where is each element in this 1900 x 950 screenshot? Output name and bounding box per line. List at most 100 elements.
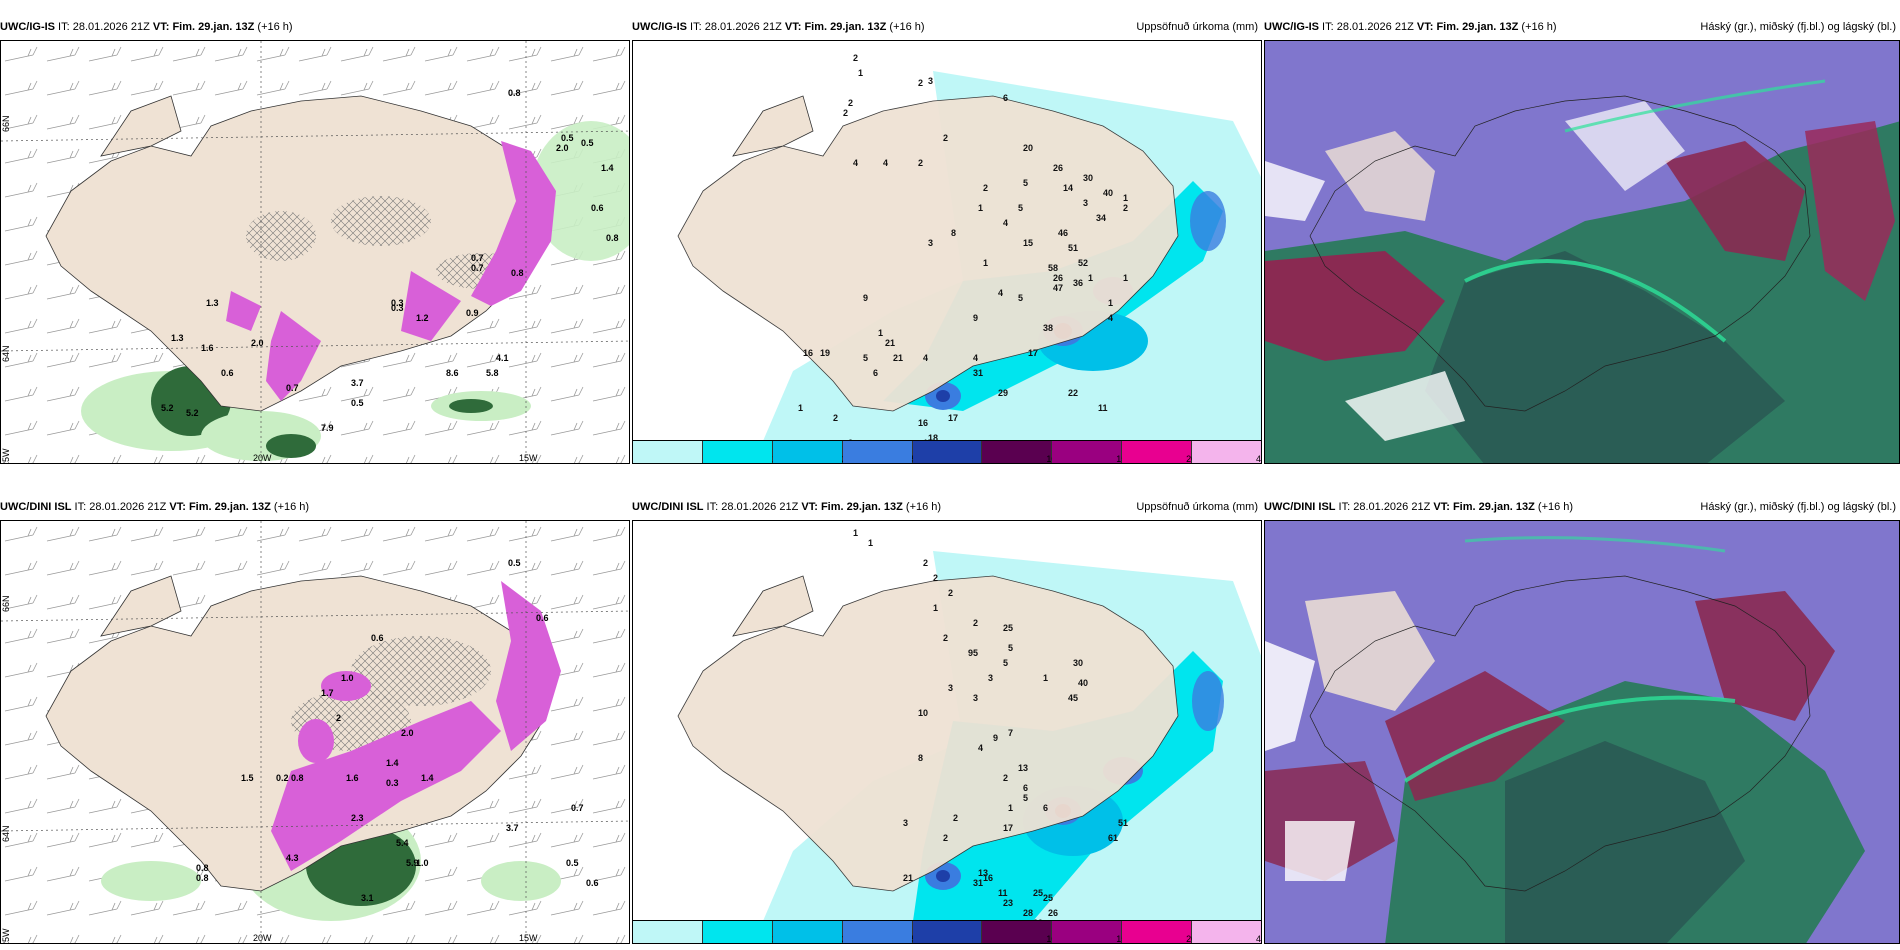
valid-time: Fim. 29.jan. 13Z [172, 21, 255, 33]
value-label: 21 [903, 873, 913, 883]
value-label: 2 [1003, 773, 1008, 783]
value-label: 5 [1023, 793, 1028, 803]
lead-time: (+16 h) [905, 501, 942, 513]
value-label: 36 [1073, 278, 1083, 288]
value-label: 5 [973, 648, 978, 658]
value-label: 2 [848, 438, 853, 441]
map-frame[interactable]: 66N 64N 25W 20W 15W 0.8 0.5 0.6 0.8 1.4 2.0 0.… [0, 40, 630, 464]
precip-panel: UWC/DINI ISL IT: 28.01.2026 21Z VT: Fim.… [632, 494, 1262, 944]
value-label: 7.9 [321, 423, 334, 433]
value-label: 5.8 [486, 368, 499, 378]
value-label: 2 [853, 53, 858, 63]
value-label: 0.7 [286, 383, 299, 393]
value-label: 1.6 [201, 343, 214, 353]
value-label: 0.3 [386, 778, 399, 788]
value-label: 1 [1088, 273, 1093, 283]
value-label: 2 [953, 813, 958, 823]
colorbar-segment: 1 [633, 921, 712, 943]
value-label: 1 [1123, 193, 1128, 203]
value-label: 0.5 [566, 858, 579, 868]
precip-panel: UWC/IG-IS IT: 28.01.2026 21Z VT: Fim. 29… [632, 14, 1262, 464]
colorbar-segment: 75 [912, 441, 991, 463]
model-name: UWC/IG-IS [632, 21, 687, 33]
value-label: 3 [928, 238, 933, 248]
map-frame[interactable] [1264, 520, 1900, 944]
value-label: 4.1 [496, 353, 509, 363]
value-label: 22 [1068, 388, 1078, 398]
value-label: 9 [973, 313, 978, 323]
value-label: 30 [1073, 658, 1083, 668]
init-time: 28.01.2026 21Z [72, 21, 150, 33]
valid-time: Fim. 29.jan. 13Z [820, 501, 903, 513]
value-label: 0.8 [606, 233, 619, 243]
lon-label-15w: 15W [519, 453, 538, 463]
value-label: 3 [988, 673, 993, 683]
value-label: 1 [858, 68, 863, 78]
colorbar-segment: 75 [912, 921, 991, 943]
value-label: 51 [1118, 818, 1128, 828]
value-label: 2 [943, 633, 948, 643]
value-label: 2 [843, 108, 848, 118]
value-label: 14 [1063, 183, 1073, 193]
cloud-title: Háský (gr.), miðský (fj.bl.) og lágský (… [1700, 21, 1896, 33]
map-frame[interactable]: 2112221229255355304045331084921713665123… [632, 520, 1262, 944]
cloud-map [1265, 41, 1899, 463]
value-label: 4 [883, 158, 888, 168]
value-label: 34 [1096, 213, 1106, 223]
value-label: 1 [978, 203, 983, 213]
cloud-title: Háský (gr.), miðský (fj.bl.) og lágský (… [1700, 501, 1896, 513]
value-label: 1 [1108, 298, 1113, 308]
value-label: 2 [943, 833, 948, 843]
wind-precip-panel: UWC/DINI ISL IT: 28.01.2026 21Z VT: Fim.… [0, 494, 630, 944]
wind-map: 66N 64N 25W 20W 15W 0.80.50.60.81.42.00.… [1, 41, 629, 463]
panel-header: UWC/IG-IS IT: 28.01.2026 21Z VT: Fim. 29… [1264, 14, 1900, 40]
panel-header: UWC/IG-IS IT: 28.01.2026 21Z VT: Fim. 29… [0, 21, 293, 33]
value-label: 3 [948, 683, 953, 693]
value-label: 6 [873, 368, 878, 378]
value-label: 2 [918, 78, 923, 88]
value-label: 5.2 [161, 403, 174, 413]
iceland-outline [677, 575, 1179, 892]
value-label: 47 [1053, 283, 1063, 293]
model-name: UWC/IG-IS [1264, 21, 1319, 33]
value-label: 5.9 [406, 858, 419, 868]
value-label: 0.5 [581, 138, 594, 148]
value-label: 0.7 [471, 253, 484, 263]
value-label: 31 [973, 878, 983, 888]
colorbar-tick: 400 [1255, 934, 1261, 944]
value-label: 2.3 [351, 813, 364, 823]
iceland-outline [677, 95, 1179, 412]
map-frame[interactable] [1264, 40, 1900, 464]
value-label: 17 [1028, 348, 1038, 358]
value-label: 10 [918, 708, 928, 718]
value-label: 2 [918, 158, 923, 168]
value-label: 2 [923, 558, 928, 568]
init-time: 28.01.2026 21Z [721, 501, 799, 513]
precip-title: Uppsöfnuð úrkoma (mm) [1136, 21, 1258, 33]
value-label: 2 [948, 588, 953, 598]
colorbar-segment: 150 [1052, 441, 1131, 463]
value-label: 3.7 [351, 378, 364, 388]
cloud-map [1265, 521, 1899, 943]
value-label: 8 [951, 228, 956, 238]
value-label: 4 [973, 353, 978, 363]
value-label: 4 [923, 353, 928, 363]
colorbar-tick: 400 [1255, 454, 1261, 464]
value-label: 45 [1068, 693, 1078, 703]
value-label: 0.3 [391, 303, 404, 313]
value-label: 0.6 [586, 878, 599, 888]
value-label: 2.0 [556, 143, 569, 153]
value-label: 7 [1008, 728, 1013, 738]
value-label: 11 [998, 888, 1008, 898]
value-label: 51 [1068, 243, 1078, 253]
lon-label-15w: 15W [519, 933, 538, 943]
value-label: 3.1 [361, 893, 374, 903]
map-frame[interactable]: 66N 64N 25W 20W 15W 0.5 0.6 0.8 1.4 1.7 1.0 0.… [0, 520, 630, 944]
init-time: 28.01.2026 21Z [89, 501, 167, 513]
map-frame[interactable]: 2 1 3 2 2 2 6 2 4 4 2 1 20 5 5 15 4 8 2 3 1 4 5 9 1 4 4 6 2 1 1 16 19 21 2… [632, 40, 1262, 464]
value-label: 0.8 [196, 873, 209, 883]
value-label: 4 [978, 743, 983, 753]
value-label: 1.4 [386, 758, 399, 768]
value-label: 0.6 [371, 633, 384, 643]
